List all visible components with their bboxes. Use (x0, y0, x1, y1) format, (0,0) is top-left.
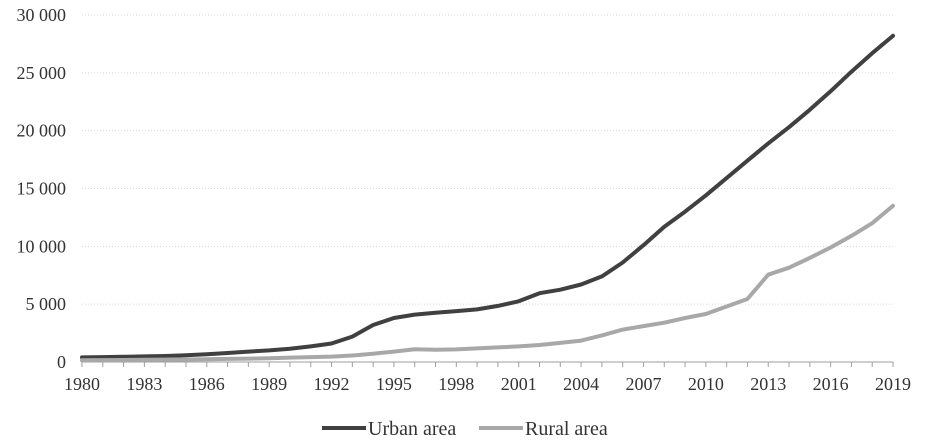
x-tick-label: 1983 (126, 374, 162, 394)
x-tick-label: 2004 (563, 374, 599, 394)
x-tick-label: 2019 (875, 374, 911, 394)
x-axis (81, 361, 894, 367)
gridlines (82, 14, 893, 305)
y-tick-label: 20 000 (17, 121, 67, 141)
y-tick-label: 15 000 (17, 179, 67, 199)
series-line-urban-area (80, 33, 895, 360)
x-tick-label: 1986 (189, 374, 225, 394)
y-tick-label: 0 (57, 352, 66, 372)
series-lines (80, 33, 895, 363)
y-axis-labels: 0 5 000 10 000 15 000 20 000 25 000 30 000 (17, 5, 67, 372)
x-tick-label: 2001 (501, 374, 537, 394)
x-tick-label: 1998 (438, 374, 474, 394)
legend: Urban area Rural area (322, 418, 608, 440)
x-tick-label: 2010 (688, 374, 724, 394)
legend-label-urban-area: Urban area (368, 418, 456, 440)
x-tick-label: 1980 (64, 374, 100, 394)
x-tick-label: 1992 (314, 374, 350, 394)
x-tick-label: 1995 (376, 374, 412, 394)
x-tick-label: 2013 (750, 374, 786, 394)
x-tick-label: 2007 (625, 374, 661, 394)
y-tick-label: 5 000 (26, 294, 67, 314)
legend-label-rural-area: Rural area (525, 418, 608, 440)
series-line-rural-area (80, 203, 895, 363)
y-tick-label: 30 000 (17, 5, 67, 25)
x-axis-labels: 1980 1983 1986 1989 1992 1995 1998 2001 2004 2007… (64, 374, 911, 394)
x-tick-label: 1989 (251, 374, 287, 394)
y-tick-label: 25 000 (17, 63, 67, 83)
y-tick-label: 10 000 (17, 236, 67, 256)
x-tick-label: 2016 (813, 374, 849, 394)
